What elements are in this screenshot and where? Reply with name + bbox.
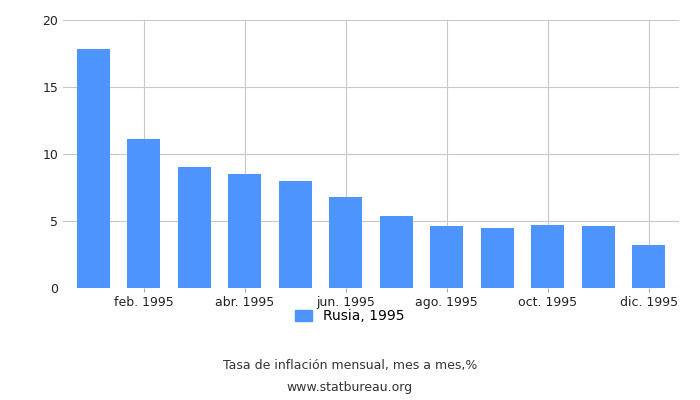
Bar: [430, 226, 463, 288]
Bar: [77, 50, 110, 288]
Bar: [329, 197, 362, 288]
Bar: [632, 245, 665, 288]
Bar: [582, 226, 615, 288]
Bar: [279, 181, 312, 288]
Bar: [228, 174, 261, 288]
Bar: [481, 228, 514, 288]
Text: Tasa de inflación mensual, mes a mes,%: Tasa de inflación mensual, mes a mes,%: [223, 360, 477, 372]
Bar: [531, 225, 564, 288]
Bar: [380, 216, 413, 288]
Text: www.statbureau.org: www.statbureau.org: [287, 381, 413, 394]
Bar: [127, 139, 160, 288]
Bar: [178, 167, 211, 288]
Legend: Rusia, 1995: Rusia, 1995: [295, 309, 405, 323]
